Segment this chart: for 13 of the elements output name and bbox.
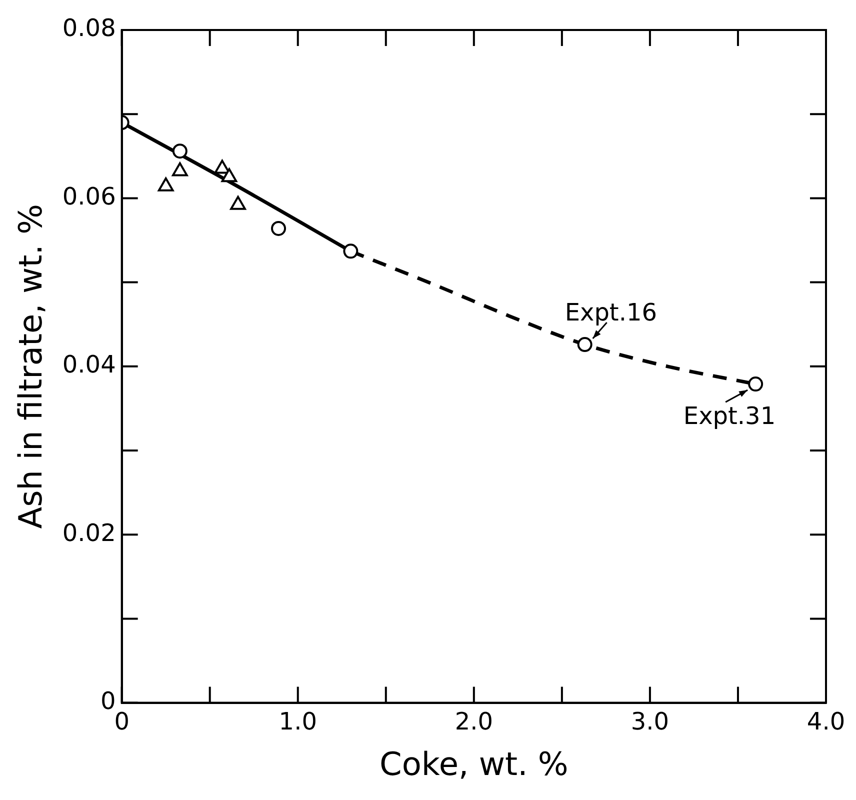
x-tick-label: 3.0 <box>630 707 670 736</box>
y-tick-label: 0.04 <box>62 350 116 379</box>
y-tick-label: 0.08 <box>62 14 116 42</box>
y-tick-label: 0 <box>100 687 116 716</box>
x-tick-label: 2.0 <box>454 707 494 736</box>
annotation: Expt.16 <box>564 298 658 327</box>
x-axis-title: Coke, wt. % <box>380 745 568 784</box>
x-tick-label: 1.0 <box>278 707 317 736</box>
annotation: Expt.31 <box>683 402 776 430</box>
x-tick-label: 4.0 <box>806 707 846 736</box>
y-axis-title: Ash in filtrate, wt. % <box>12 204 50 529</box>
y-tick-label: 0.06 <box>62 182 116 210</box>
y-tick-label: 0.02 <box>62 518 116 547</box>
